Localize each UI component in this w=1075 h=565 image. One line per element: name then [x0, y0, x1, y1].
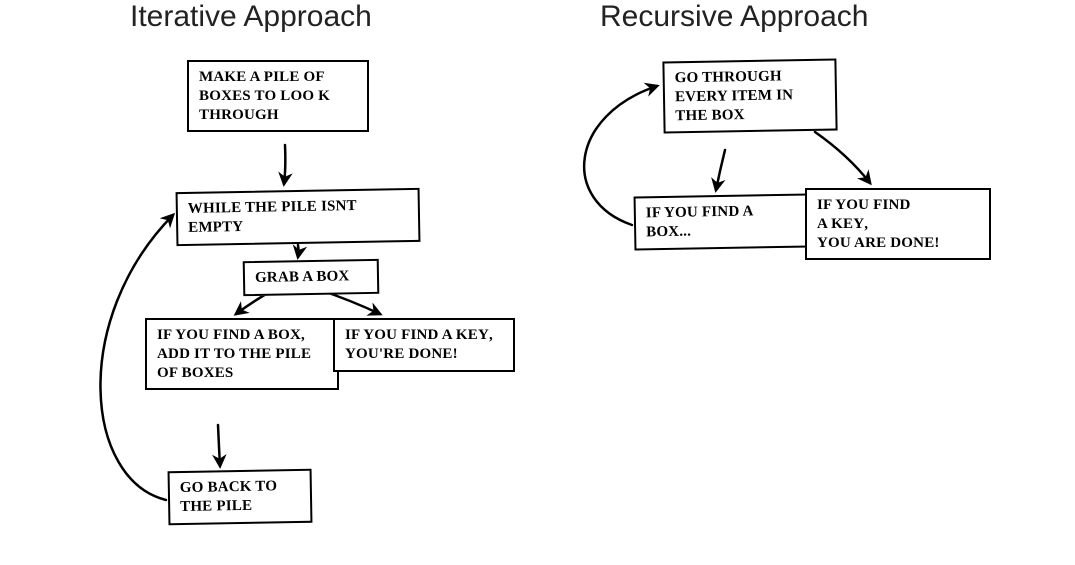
edge-re-go-through-re-find-box	[716, 150, 725, 190]
edge-it-find-box-it-go-back	[218, 425, 220, 466]
edge-it-make-pile-it-while	[284, 145, 285, 184]
node-it-find-key: IF YOU FIND A KEY,YOU'RE DONE!	[333, 318, 515, 372]
node-re-find-key: IF YOU FINDA KEY,YOU ARE DONE!	[805, 188, 991, 260]
node-it-go-back: GO BACK TO THE PILE	[168, 469, 313, 525]
edge-re-go-through-re-find-key	[815, 132, 870, 183]
edge-it-while-it-grab	[298, 245, 299, 257]
title-iterative: Iterative Approach	[130, 0, 372, 34]
node-re-find-box: IF YOU FIND A BOX...	[634, 193, 811, 250]
title-recursive: Recursive Approach	[600, 0, 868, 34]
node-it-grab: GRAB A BOX	[243, 259, 380, 296]
node-it-make-pile: MAKE A PILE OF BOXES TO LOO K THROUGH	[187, 60, 369, 132]
node-re-go-through: GO THROUGH EVERY ITEM IN THE BOX	[662, 58, 837, 133]
node-it-while: WHILE THE PILE ISNT EMPTY	[176, 188, 421, 246]
flowchart-canvas: Iterative Approach Recursive Approach MA…	[0, 0, 1075, 565]
node-it-find-box: IF YOU FIND A BOX, ADD IT TO THE PILE OF…	[145, 318, 339, 390]
edges-layer	[0, 0, 1075, 565]
